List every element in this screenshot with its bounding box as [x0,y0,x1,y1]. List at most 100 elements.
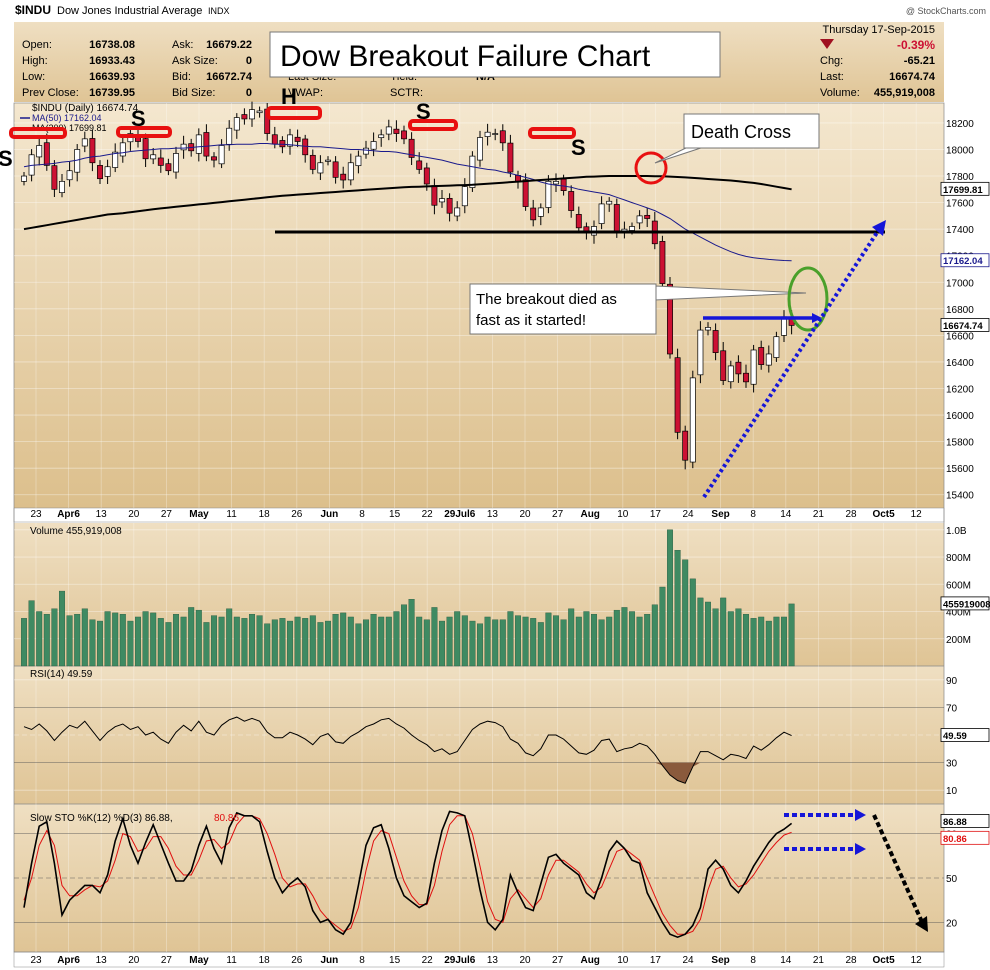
candle-body [613,204,620,234]
candle-body [21,175,27,182]
price-tick-label: 15600 [946,464,974,475]
head-shoulders-annotations: S S H S S [0,84,586,171]
price-tick-label: 16800 [946,305,974,316]
volume-tick-label: 1.0B [946,526,967,537]
volume-bar [682,559,689,667]
volume-bar [667,529,674,667]
price-plot [21,101,795,470]
candle-body [203,132,210,157]
bidsize-value: 0 [246,87,252,99]
x-tick-label: 28 [845,509,857,520]
volume-bar [416,616,423,667]
volume-bar [477,623,484,667]
candle-body [340,173,347,181]
volume-bar [393,611,400,667]
candle-body [112,151,119,168]
x-tick-label: 29Jul6 [444,509,476,520]
breakout-label-line2: fast as it started! [476,312,586,329]
volume-bar [515,615,522,667]
candle-body [302,138,309,156]
volume-bar [560,619,567,667]
death-cross-annotation: Death Cross [634,113,820,185]
candle-body [142,138,149,160]
volume-bar [446,616,453,667]
x-tick-label: 20 [128,509,140,520]
sto-d-line [23,815,792,935]
candle-body [287,134,293,147]
candle-body [256,110,263,114]
volume-bar [165,622,172,667]
volume-bar [621,607,628,667]
volume-bar [248,614,255,667]
volume-bar [203,622,210,667]
candle-body [689,377,696,463]
high-value: 16933.43 [89,55,135,67]
volume-bar [188,607,195,667]
death-cross-label: Death Cross [691,122,791,142]
x-tick-label: 22 [422,509,434,520]
x-tick-label: 8 [359,509,365,520]
x-tick-label: 14 [780,955,792,966]
volume-bar [59,590,66,667]
candle-body [165,163,172,172]
candle-body [727,365,734,383]
bid-label: Bid: [172,71,191,83]
x-tick-label: Aug [580,955,599,966]
ask-label: Ask: [172,39,193,51]
volume-bar [36,611,43,667]
candle-body [575,214,582,229]
volume-bar [545,612,552,667]
pct-change: -0.39% [897,38,935,52]
price-legend-ma50: MA(50) 17162.04 [32,113,102,123]
candle-body [773,336,780,358]
candle-body [218,145,225,165]
candle-body [537,207,544,217]
candle-body [363,147,369,155]
candle-body [598,203,605,224]
shoulder-label-3: S [416,99,431,124]
candle-body [81,138,88,147]
volume-bar [484,616,491,667]
volume-plot [21,529,795,667]
volume-bar [705,601,712,667]
volume-bar [355,623,362,667]
volume-bar [157,618,164,667]
breakout-label-line1: The breakout died as [476,291,617,308]
chart-title: Dow Breakout Failure Chart [280,40,651,73]
volume-bar [659,586,666,667]
exchange: INDX [208,6,230,16]
head-label: H [281,84,297,109]
candle-body [636,215,643,224]
price-tick-label: 16400 [946,358,974,369]
volume-bar [43,614,50,667]
volume-bar [241,618,248,667]
x-tick-label: 13 [487,509,499,520]
breakout-annotation: The breakout died as fast as it started! [469,266,829,335]
candle-body [522,179,529,207]
last-price-tag: 16674.74 [943,321,983,332]
volume-bar [150,612,157,667]
rsi-tag-box [940,728,990,742]
candle-body [758,347,765,365]
candle-body [43,142,50,166]
ma50-tag-box [940,253,990,268]
sto-d-tag: 80.86 [943,834,967,845]
ma200-tag-box [940,181,990,196]
volume-bar [180,616,187,667]
sto-tick-label: 20 [946,918,958,929]
candle-body [370,141,377,150]
x-tick-label: 26 [291,509,303,520]
ma200-tag: 17699.81 [943,185,983,196]
volume-bar [195,609,202,667]
x-axis-strip-top [13,507,945,523]
x-tick-label: Oct5 [872,509,895,520]
x-tick-label: 12 [911,509,923,520]
x-tick-label: 10 [617,509,629,520]
x-tick-label: Jun [321,955,339,966]
candle-body [507,142,514,173]
volume-bar [553,615,560,667]
last-label: Last: [820,71,844,83]
candle-body [697,329,704,376]
shoulder-label-1: S [0,146,13,171]
stochastic-plot [23,810,793,939]
